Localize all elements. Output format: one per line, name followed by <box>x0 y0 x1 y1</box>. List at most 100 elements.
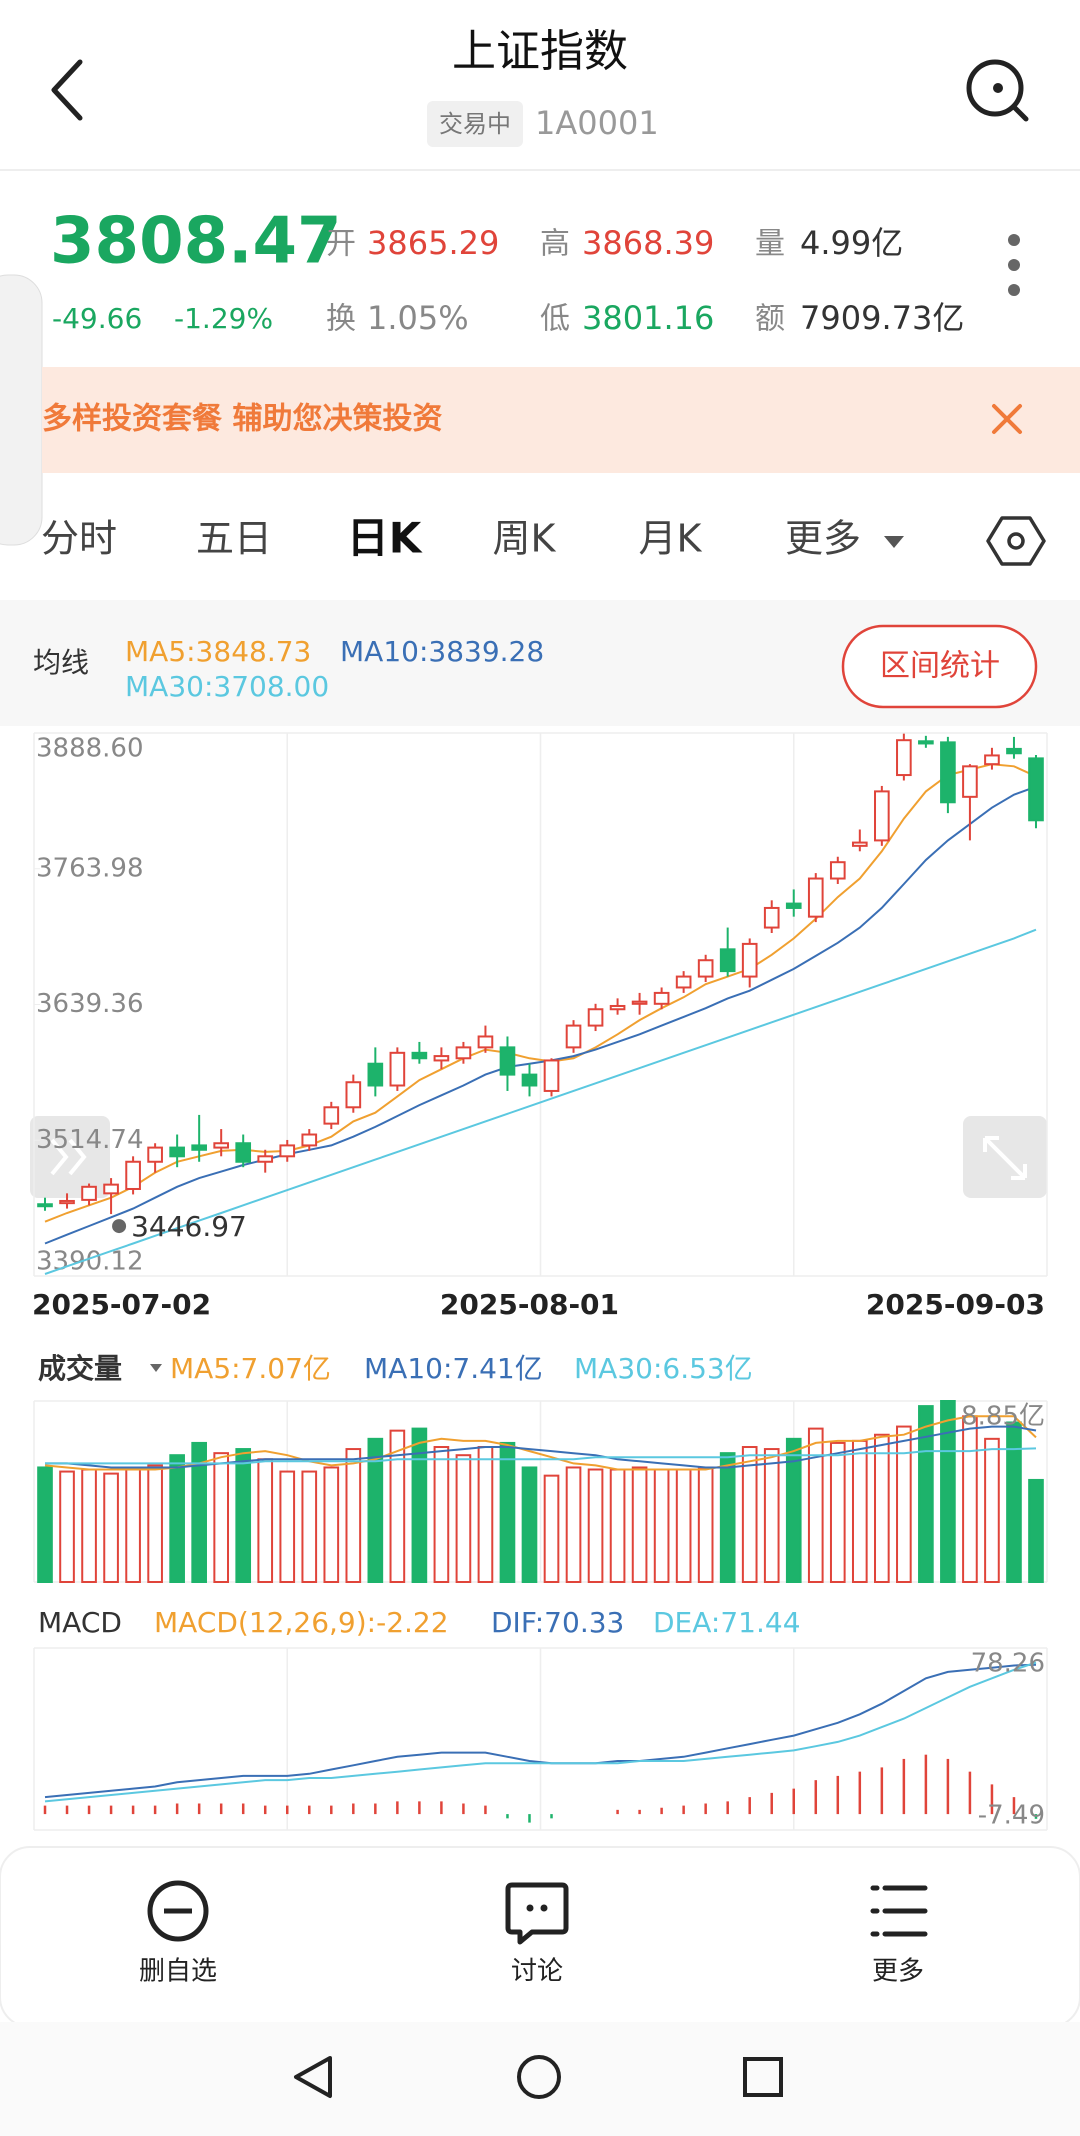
volume-bar <box>103 1472 119 1583</box>
candle-body <box>962 765 978 798</box>
field-value: 4.99亿 <box>800 224 903 262</box>
candle-body <box>785 902 802 909</box>
field-label: 低 <box>540 302 570 337</box>
legend-entry: MA10:3839.28 <box>340 635 544 668</box>
candle-body <box>323 1106 340 1125</box>
volume-bar <box>279 1470 296 1584</box>
x-tick-label: 2025-07-02 <box>32 1288 211 1321</box>
remove-watch-button[interactable] <box>147 1880 209 1942</box>
candle-body <box>896 739 912 777</box>
volume-bar <box>587 1468 604 1584</box>
ma-line <box>44 928 1037 1275</box>
banner-text: 多样投资套餐 辅助您决策投资 <box>42 402 442 437</box>
ma-line <box>44 763 1037 1223</box>
tab[interactable]: 月K <box>639 517 703 561</box>
legend-entry: DIF:70.33 <box>491 1606 624 1639</box>
y-tick-label: 3888.60 <box>36 734 144 764</box>
side-handle[interactable] <box>0 274 43 546</box>
candle-body <box>719 948 736 973</box>
volume-bar <box>389 1429 406 1584</box>
candle-body <box>631 1000 648 1005</box>
candle-body <box>147 1146 163 1163</box>
status: 交易中 <box>439 110 511 138</box>
candle-body <box>741 942 758 978</box>
candle-body <box>521 1073 538 1087</box>
panel-title: 成交量 <box>38 1352 122 1385</box>
volume-bar <box>896 1425 912 1583</box>
candle-body <box>697 959 714 978</box>
icon <box>147 1880 209 1942</box>
volume-bar <box>191 1441 207 1583</box>
candle-body <box>675 975 692 989</box>
tab[interactable]: 日K <box>347 514 423 563</box>
range-button-label: 区间统计 <box>880 649 1000 684</box>
discuss-button[interactable] <box>505 1882 569 1945</box>
tab[interactable]: 周K <box>493 517 557 561</box>
volume-bar <box>851 1439 868 1583</box>
candle-body <box>477 1035 494 1049</box>
candle-body <box>543 1059 560 1092</box>
candle-body <box>455 1046 472 1060</box>
nav-bar <box>0 2022 1080 2136</box>
volume-bar <box>367 1437 384 1584</box>
volume-bar <box>411 1427 428 1584</box>
field-label: 开 <box>326 227 356 262</box>
tab[interactable]: 五日 <box>196 517 272 561</box>
volume-bar <box>169 1454 185 1584</box>
y-tick-label: 78.26 <box>971 1649 1045 1679</box>
candle-body <box>807 877 824 918</box>
volume-bar <box>59 1470 75 1584</box>
change: -49.66 <box>52 302 142 335</box>
y-tick-label: -7.49 <box>978 1801 1045 1831</box>
back-button[interactable] <box>51 59 83 121</box>
nav-recent[interactable] <box>743 2057 783 2097</box>
fullscreen-icon <box>983 1136 1027 1180</box>
range-button[interactable] <box>841 624 1038 709</box>
candle-body <box>345 1081 362 1109</box>
field-value: 3801.16 <box>582 299 714 337</box>
volume-bar <box>323 1466 340 1583</box>
candle-body <box>213 1142 230 1149</box>
volume-bar <box>631 1466 648 1583</box>
candle-body <box>59 1199 75 1205</box>
search-button[interactable] <box>966 59 1029 122</box>
nav-back[interactable] <box>294 2056 332 2098</box>
y-tick-label: 3763.98 <box>36 853 144 883</box>
more-button[interactable] <box>870 1885 928 1937</box>
ma-line <box>44 1661 1037 1803</box>
volume-bar <box>719 1452 736 1584</box>
more-menu[interactable] <box>1008 234 1020 296</box>
volume-bar <box>653 1468 670 1584</box>
tab[interactable]: 更多 <box>785 517 861 561</box>
y-tick-label: 8.85亿 <box>961 1402 1045 1432</box>
field-label: 高 <box>540 227 570 262</box>
legend-entry: MA10:7.41亿 <box>364 1352 543 1385</box>
candle-body <box>191 1144 207 1151</box>
volume-bar <box>940 1400 956 1583</box>
search-icon <box>966 59 1024 117</box>
banner-close[interactable] <box>992 404 1022 434</box>
volume-bar <box>697 1466 714 1583</box>
tab[interactable]: 分时 <box>41 517 117 561</box>
candle-body <box>984 754 1000 766</box>
low-marker <box>112 1219 127 1234</box>
code: 1A0001 <box>535 104 659 142</box>
field-label: 额 <box>755 302 785 337</box>
scroll-button[interactable] <box>30 1116 110 1198</box>
title: 上证指数 <box>452 26 628 77</box>
candle-body <box>587 1008 604 1027</box>
icon <box>870 1885 928 1937</box>
nav-home[interactable] <box>517 2055 561 2099</box>
field-value: 3868.39 <box>582 224 714 262</box>
banner[interactable] <box>42 367 1080 473</box>
dropdown-icon <box>884 536 904 548</box>
field-value: 3865.29 <box>367 224 499 262</box>
volume-bar <box>235 1448 252 1583</box>
settings-button[interactable] <box>986 516 1046 566</box>
volume-bar <box>763 1448 780 1583</box>
candle-body <box>940 741 956 804</box>
volume-bar <box>213 1452 230 1584</box>
candle-body <box>235 1142 252 1163</box>
y-tick-label: 3514.74 <box>36 1125 144 1155</box>
